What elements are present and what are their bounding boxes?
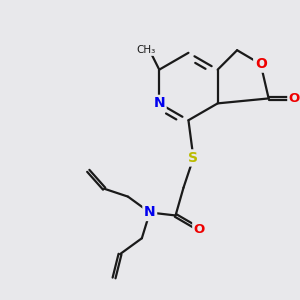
Text: O: O [289,92,300,105]
Text: N: N [144,206,156,220]
Text: CH₃: CH₃ [137,45,156,55]
Text: O: O [194,223,205,236]
Text: S: S [188,151,198,165]
Text: O: O [255,57,267,71]
Text: N: N [153,96,165,110]
